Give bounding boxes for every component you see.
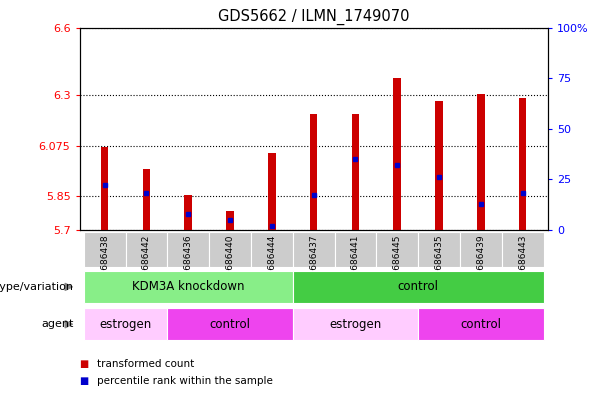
Bar (293, 308, 418, 340)
Bar (268, 153, 276, 230)
Text: GSM1686442: GSM1686442 (142, 235, 151, 295)
Bar (293, 232, 335, 267)
Bar (310, 114, 317, 230)
Bar (418, 308, 544, 340)
Bar (84, 271, 293, 303)
Bar (101, 147, 108, 230)
Text: estrogen: estrogen (329, 318, 382, 331)
Bar (84, 232, 125, 267)
Bar (502, 232, 544, 267)
Bar (435, 101, 443, 230)
Bar (125, 232, 167, 267)
Bar (393, 78, 401, 230)
Text: control: control (398, 280, 439, 294)
Bar (167, 308, 293, 340)
Text: GSM1686437: GSM1686437 (309, 235, 318, 295)
Text: agent: agent (41, 319, 74, 329)
Bar (519, 98, 527, 230)
Bar (335, 232, 376, 267)
Text: GSM1686443: GSM1686443 (518, 235, 527, 295)
Bar (84, 308, 167, 340)
Text: GSM1686435: GSM1686435 (435, 235, 444, 295)
Text: genotype/variation: genotype/variation (0, 282, 74, 292)
Text: estrogen: estrogen (100, 318, 151, 331)
Bar (209, 232, 251, 267)
Bar (167, 232, 209, 267)
Text: GSM1686439: GSM1686439 (477, 235, 485, 295)
Bar (352, 114, 359, 230)
Text: GSM1686436: GSM1686436 (184, 235, 193, 295)
Bar (226, 211, 234, 230)
Text: GSM1686438: GSM1686438 (100, 235, 109, 295)
Title: GDS5662 / ILMN_1749070: GDS5662 / ILMN_1749070 (218, 9, 409, 25)
Text: control: control (210, 318, 250, 331)
Text: GSM1686441: GSM1686441 (351, 235, 360, 295)
Text: transformed count: transformed count (97, 358, 194, 369)
Text: GSM1686444: GSM1686444 (267, 235, 276, 295)
Text: GSM1686440: GSM1686440 (226, 235, 234, 295)
Bar (477, 94, 485, 230)
Bar (184, 195, 192, 230)
Bar (418, 232, 460, 267)
Text: ■: ■ (80, 376, 89, 386)
Bar (460, 232, 502, 267)
Bar (143, 169, 150, 230)
Text: percentile rank within the sample: percentile rank within the sample (97, 376, 273, 386)
Bar (251, 232, 293, 267)
Text: GSM1686445: GSM1686445 (393, 235, 402, 295)
Text: ■: ■ (80, 358, 89, 369)
Bar (293, 271, 544, 303)
Bar (376, 232, 418, 267)
Text: KDM3A knockdown: KDM3A knockdown (132, 280, 244, 294)
Text: control: control (461, 318, 501, 331)
